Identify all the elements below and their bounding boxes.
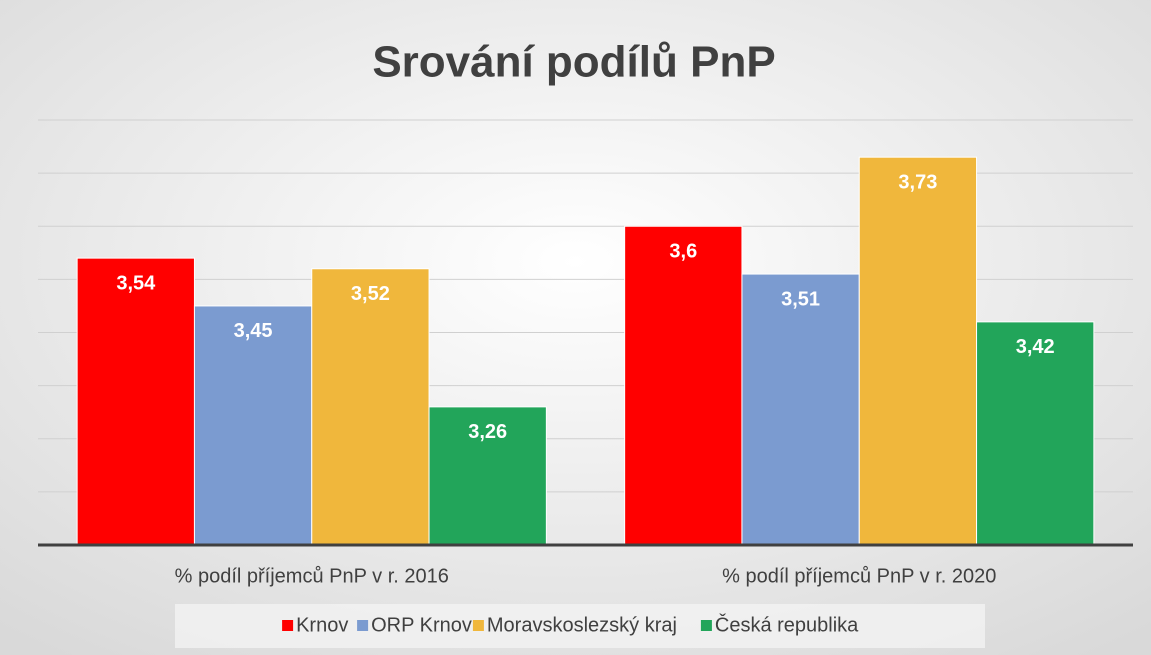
bar — [311, 268, 430, 546]
legend-label: Moravskoslezský kraj — [487, 614, 677, 636]
legend-label: Krnov — [296, 614, 348, 636]
data-label: 3,73 — [898, 171, 937, 193]
bar — [624, 225, 743, 546]
bar — [976, 321, 1095, 546]
x-tick-label: % podíl příjemců PnP v r. 2016 — [175, 565, 449, 587]
bar — [858, 156, 978, 546]
legend-swatch — [282, 620, 294, 631]
legend-swatch — [357, 620, 369, 631]
legend-box — [175, 604, 985, 648]
chart-title: Srování podílů PnP — [372, 38, 775, 87]
legend-swatch — [700, 620, 712, 631]
legend-swatch — [472, 620, 484, 631]
bar — [193, 305, 313, 546]
bar — [428, 406, 547, 546]
legend-label: ORP Krnov — [371, 614, 472, 636]
data-label: 3,54 — [116, 272, 156, 294]
data-label: 3,51 — [781, 288, 820, 310]
legend-label: Česká republika — [715, 613, 859, 636]
data-label: 3,26 — [468, 421, 507, 443]
data-label: 3,45 — [234, 320, 273, 342]
data-label: 3,52 — [351, 283, 390, 305]
bar — [741, 273, 860, 546]
data-label: 3,42 — [1016, 336, 1055, 358]
x-tick-label: % podíl příjemců PnP v r. 2020 — [722, 565, 996, 587]
data-label: 3,6 — [669, 241, 697, 263]
bar — [76, 257, 195, 546]
